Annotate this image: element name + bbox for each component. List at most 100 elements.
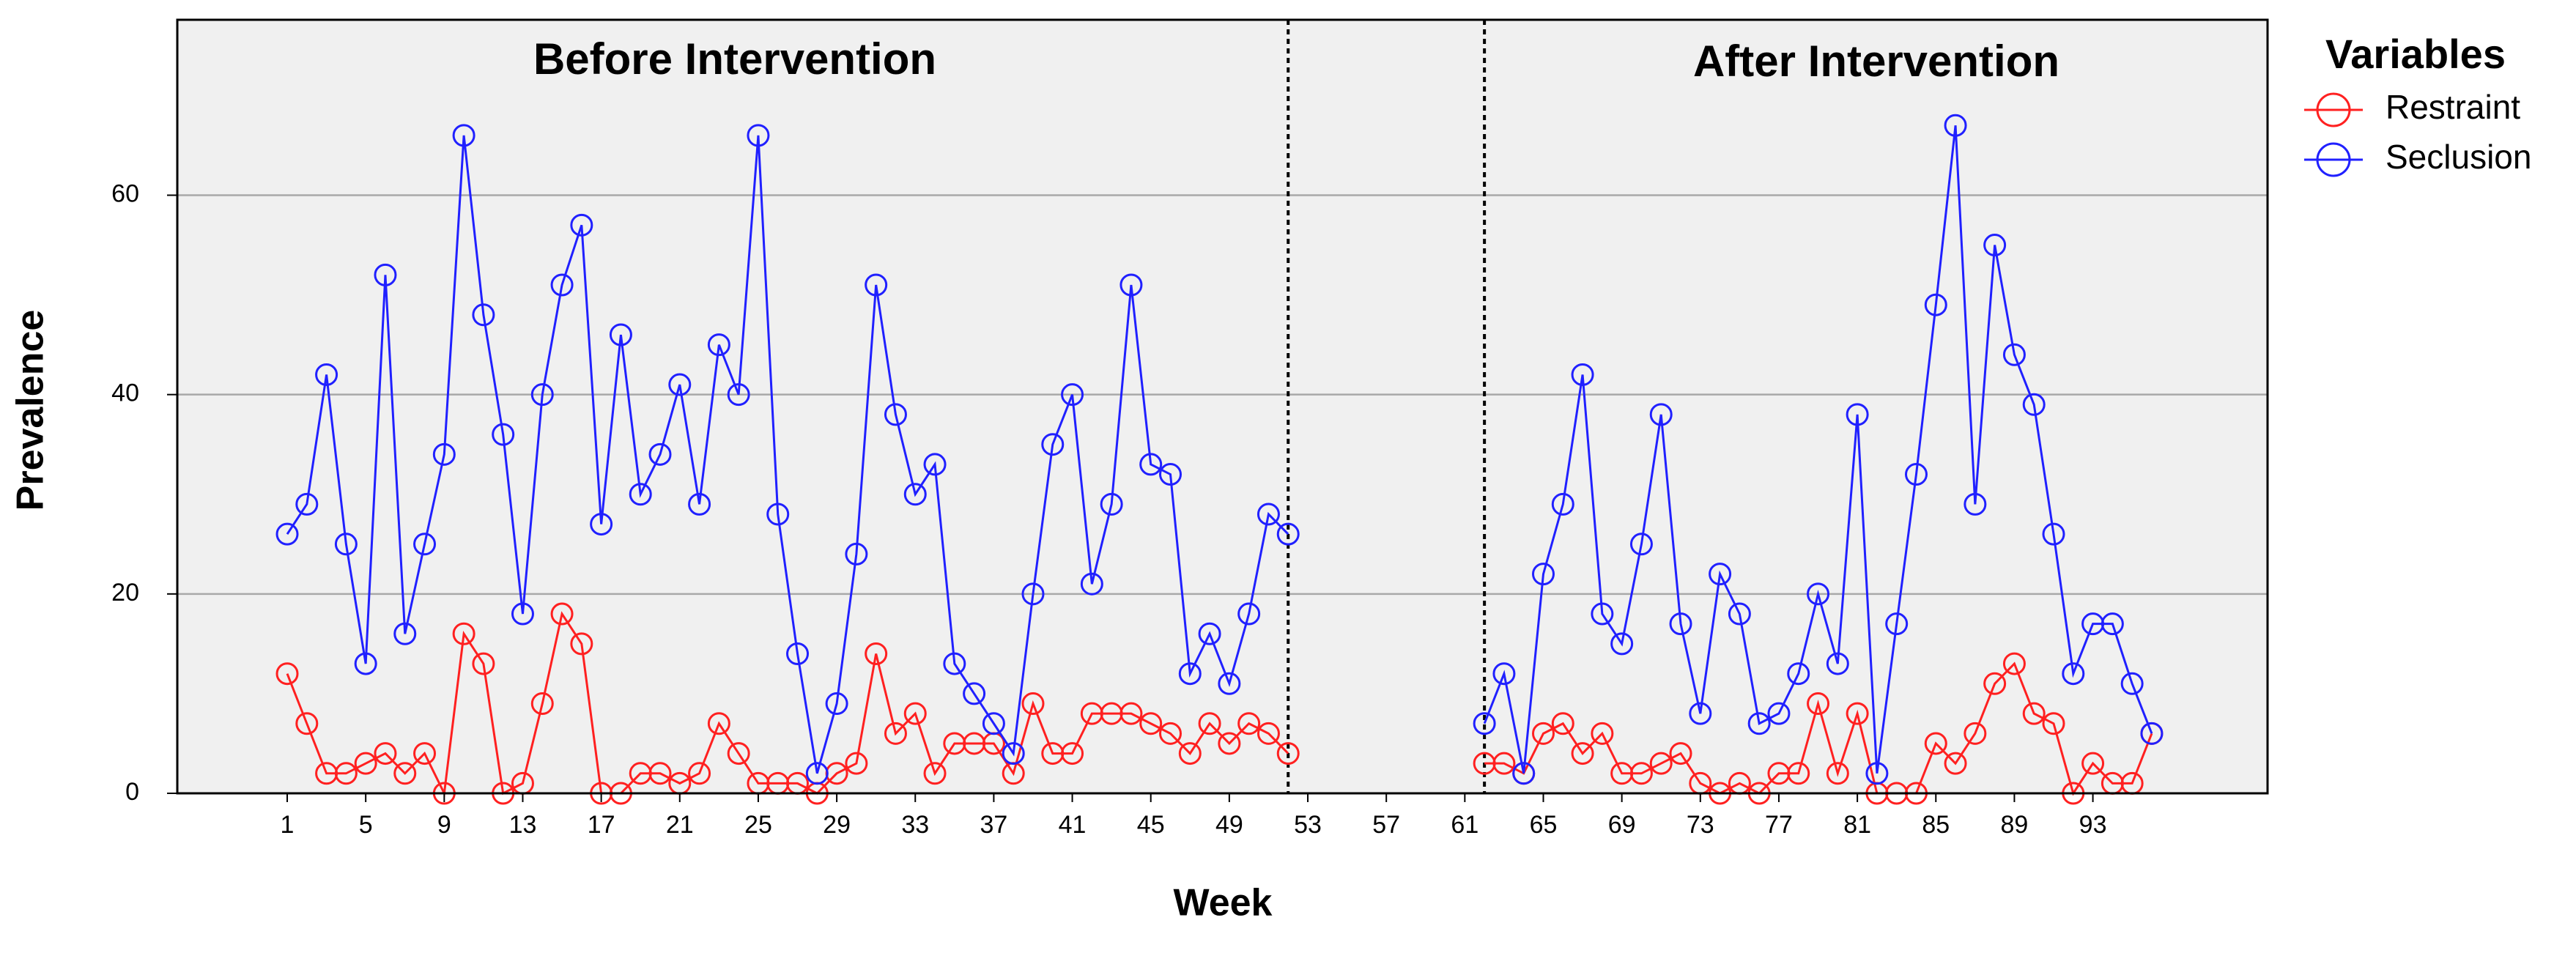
- legend-label: Seclusion: [2386, 138, 2531, 176]
- data-point: [1591, 722, 1614, 745]
- data-point: [923, 762, 947, 785]
- x-tick-label: 49: [1215, 811, 1243, 839]
- legend-marker: [2316, 142, 2351, 177]
- data-point: [1983, 672, 2007, 695]
- x-tick-label: 33: [901, 811, 929, 839]
- data-point: [2101, 612, 2124, 636]
- data-point: [2002, 343, 2026, 366]
- data-point: [530, 383, 554, 407]
- x-tick-label: 29: [823, 811, 851, 839]
- data-point: [1492, 752, 1516, 775]
- y-tick-label: 40: [111, 379, 139, 407]
- data-point: [432, 442, 456, 466]
- data-point: [1904, 463, 1928, 486]
- data-point: [1629, 762, 1653, 785]
- x-tick-label: 1: [281, 811, 295, 839]
- x-tick-label: 57: [1372, 811, 1400, 839]
- data-point: [884, 722, 907, 745]
- data-point: [413, 742, 437, 765]
- data-point: [1826, 652, 1849, 675]
- data-point: [766, 503, 790, 526]
- data-point: [1885, 612, 1909, 636]
- data-point: [786, 642, 810, 665]
- data-point: [845, 752, 868, 775]
- data-point: [747, 124, 770, 147]
- data-point: [1629, 533, 1653, 556]
- data-point: [1237, 712, 1261, 735]
- data-point: [1983, 234, 2007, 257]
- x-tick-label: 85: [1922, 811, 1950, 839]
- data-point: [1571, 742, 1594, 765]
- data-point: [668, 373, 692, 396]
- data-point: [865, 642, 888, 665]
- data-point: [452, 622, 475, 645]
- data-point: [1807, 582, 1830, 606]
- data-point: [1218, 732, 1241, 755]
- data-point: [1924, 293, 1947, 316]
- data-point: [2140, 722, 2164, 745]
- data-point: [1689, 702, 1712, 725]
- data-point: [1944, 752, 1967, 775]
- data-point: [590, 513, 613, 536]
- data-point: [1709, 563, 1732, 586]
- data-point: [334, 762, 358, 785]
- data-point: [2081, 752, 2105, 775]
- x-tick-label: 5: [359, 811, 373, 839]
- data-point: [805, 762, 829, 785]
- data-point: [707, 712, 730, 735]
- data-point: [2042, 712, 2065, 735]
- data-point: [354, 652, 377, 675]
- data-point: [1061, 383, 1084, 407]
- data-point: [1846, 702, 1869, 725]
- data-point: [1591, 602, 1614, 626]
- data-point: [1610, 632, 1634, 656]
- annotation: After Intervention: [1693, 37, 2059, 86]
- x-tick-label: 25: [744, 811, 772, 839]
- data-point: [452, 124, 475, 147]
- x-axis-title: Week: [1174, 882, 1273, 924]
- data-point: [570, 213, 593, 237]
- series-line: [286, 135, 1289, 774]
- data-point: [374, 742, 397, 765]
- data-point: [1787, 662, 1810, 686]
- data-point: [1531, 722, 1555, 745]
- legend-label: Restraint: [2386, 88, 2520, 126]
- data-point: [295, 492, 319, 516]
- data-point: [1002, 742, 1025, 765]
- data-point: [1807, 692, 1830, 716]
- data-point: [1747, 712, 1771, 735]
- data-point: [1473, 712, 1496, 735]
- data-point: [550, 602, 574, 626]
- data-point: [648, 442, 672, 466]
- data-point: [727, 742, 750, 765]
- data-point: [2120, 672, 2144, 695]
- data-point: [707, 333, 730, 357]
- data-point: [688, 492, 711, 516]
- data-point: [374, 263, 397, 286]
- data-point: [884, 403, 907, 426]
- data-point: [1649, 403, 1673, 426]
- data-point: [1256, 503, 1280, 526]
- data-point: [393, 622, 417, 645]
- annotation: Before Intervention: [533, 34, 936, 84]
- data-point: [393, 762, 417, 785]
- x-tick-label: 81: [1843, 811, 1871, 839]
- y-tick-label: 20: [111, 579, 139, 607]
- data-point: [1964, 492, 1987, 516]
- data-point: [1198, 622, 1221, 645]
- x-tick-label: 9: [437, 811, 451, 839]
- x-tick-label: 37: [980, 811, 1007, 839]
- data-point: [727, 383, 750, 407]
- data-point: [334, 533, 358, 556]
- x-tick-label: 61: [1451, 811, 1478, 839]
- data-point: [1237, 602, 1261, 626]
- x-tick-label: 65: [1530, 811, 1558, 839]
- x-tick-label: 89: [2001, 811, 2029, 839]
- data-point: [295, 712, 319, 735]
- data-point: [1551, 492, 1574, 516]
- data-point: [2062, 662, 2085, 686]
- data-point: [275, 662, 299, 686]
- data-point: [1669, 612, 1692, 636]
- data-point: [1080, 572, 1103, 596]
